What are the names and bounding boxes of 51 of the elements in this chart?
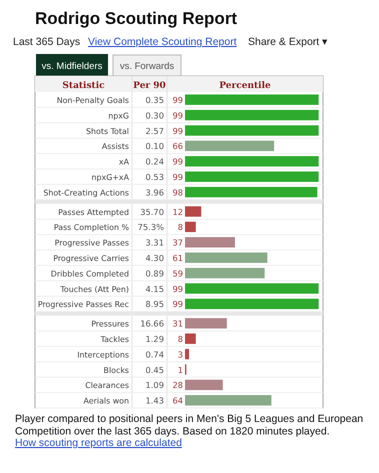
text: How scouting reports are calculated [15, 437, 182, 449]
data-label: 99 [172, 172, 183, 182]
text: 8.95 [146, 299, 164, 310]
y-axis-title: Statistic [62, 81, 106, 91]
data-label: 99 [172, 284, 183, 294]
text: 1.29 [146, 334, 164, 344]
text: 2.57 [146, 126, 164, 136]
text: 35.70 [140, 206, 164, 217]
text: 0.24 [146, 156, 164, 167]
data-label: 99 [172, 299, 183, 310]
text: 16.66 [140, 318, 164, 329]
data-label: 37 [172, 238, 183, 248]
data-label: 59 [172, 268, 183, 278]
text: 75.3% [138, 222, 164, 232]
text: 0.89 [146, 268, 164, 278]
data-label: 28 [172, 380, 183, 390]
data-label: 8 [178, 334, 183, 344]
data-label: 3 [178, 349, 183, 360]
data-label: 99 [172, 95, 183, 105]
text: 0.35 [146, 95, 164, 105]
data-label: 8 [178, 222, 183, 232]
text: 0.45 [146, 364, 164, 375]
text: 4.30 [146, 253, 164, 263]
text: 4.15 [146, 284, 164, 294]
text: 1.43 [146, 396, 164, 406]
text: Last 365 Days [13, 36, 80, 48]
data-label: 66 [172, 141, 183, 152]
text: View Complete Scouting Report [88, 36, 237, 48]
text: Share & Export ▾ [248, 36, 328, 48]
text: 1.09 [146, 380, 164, 390]
text: 0.74 [146, 349, 164, 360]
data-label: 98 [172, 187, 183, 198]
text: 3.96 [146, 187, 164, 198]
data-label: 99 [172, 156, 183, 167]
data-label: 1 [178, 364, 183, 375]
text: 0.53 [146, 172, 164, 182]
text: vs. Forwards [120, 61, 174, 72]
data-label: 61 [172, 253, 183, 263]
text: 0.30 [146, 110, 164, 120]
text: 3.31 [146, 238, 164, 248]
x-axis-title: Percentile [219, 81, 272, 91]
chart-title: Rodrigo Scouting Report [35, 9, 238, 28]
data-label: 99 [172, 126, 183, 136]
text: Per 90 [133, 81, 166, 91]
text: Player compared to positional peers in Men's Big 5 Leagues and European Competition over the last 365 days. Based on 1820 minutes played. [15, 413, 364, 438]
data-label: 99 [172, 110, 183, 120]
text: 0.10 [146, 141, 164, 152]
data-label: 31 [172, 318, 183, 329]
data-label: 12 [172, 206, 183, 217]
data-label: 64 [172, 396, 183, 406]
text: vs. Midfielders [42, 61, 103, 72]
